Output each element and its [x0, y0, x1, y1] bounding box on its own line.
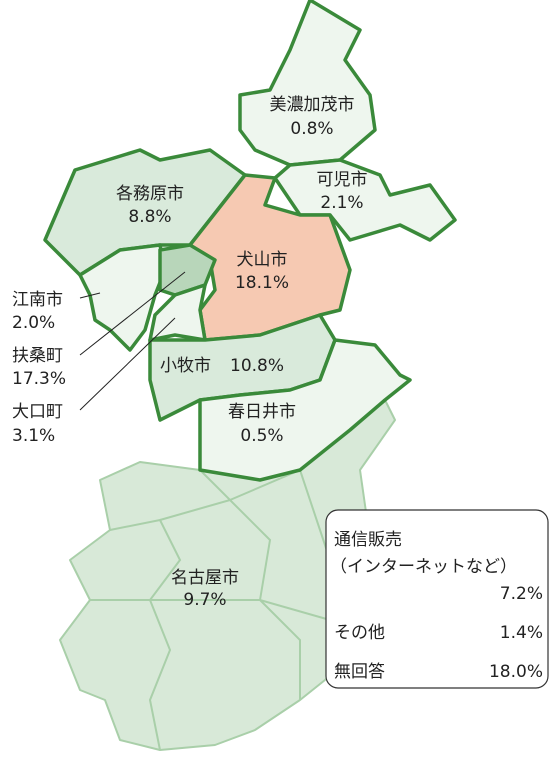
ward-border — [199, 468, 331, 561]
others-name: 通信販売 — [334, 530, 402, 550]
region-name: 江南市 — [12, 290, 63, 310]
region-share: 8.8% — [128, 207, 171, 227]
others-share: 18.0% — [489, 662, 543, 682]
region-name: 春日井市 — [228, 402, 296, 422]
others-name: 無回答 — [334, 662, 385, 682]
region-share: 10.8% — [230, 356, 284, 376]
region — [148, 283, 207, 342]
region-name: 扶桑町 — [12, 346, 63, 366]
region-share: 17.3% — [12, 369, 66, 389]
region-name: 大口町 — [12, 402, 63, 422]
region-name: 可児市 — [317, 170, 368, 190]
others-name: その他 — [334, 623, 385, 643]
region-share: 0.8% — [290, 119, 333, 139]
others-box — [325, 509, 549, 689]
others-share: 1.4% — [500, 623, 543, 643]
region — [198, 338, 412, 482]
ward-border — [90, 599, 331, 621]
others-share: 7.2% — [500, 584, 543, 604]
region-share: 0.5% — [240, 426, 283, 446]
region-share: 2.0% — [12, 313, 55, 333]
leader-line — [79, 271, 186, 356]
region-name: 美濃加茂市 — [270, 95, 355, 115]
region-name: 小牧市 — [160, 356, 211, 376]
others-note: （インターネットなど） — [330, 557, 517, 577]
leader-line — [79, 292, 101, 299]
leader-line — [79, 317, 176, 411]
region-share: 18.1% — [235, 273, 289, 293]
region-name: 名古屋市 — [171, 568, 239, 588]
region — [238, 0, 377, 167]
region-share: 2.1% — [320, 193, 363, 213]
region-share: 3.1% — [12, 426, 55, 446]
region-name: 犬山市 — [237, 250, 288, 270]
region-share: 9.7% — [183, 590, 226, 610]
region — [78, 243, 167, 352]
region-name: 各務原市 — [116, 184, 184, 204]
ward-border — [159, 498, 301, 700]
